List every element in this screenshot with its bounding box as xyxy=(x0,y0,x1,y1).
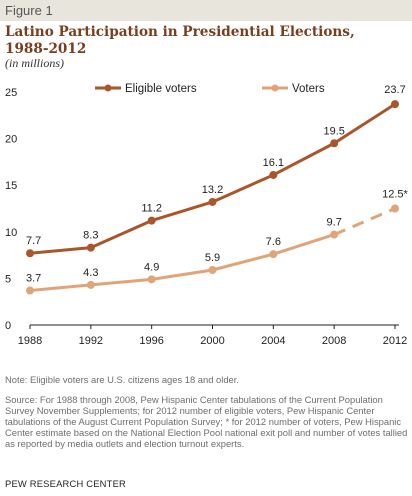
y-tick-label: 0 xyxy=(5,320,11,332)
data-point-voters xyxy=(269,250,278,259)
data-label-voters: 9.7 xyxy=(327,217,342,229)
chart-title: Latino Participation in Presidential Ele… xyxy=(5,24,405,58)
y-tick-label: 10 xyxy=(5,227,17,239)
y-tick-label: 15 xyxy=(5,180,17,192)
x-tick-label: 2000 xyxy=(200,335,224,347)
y-tick-label: 25 xyxy=(5,87,17,99)
organization-credit: PEW RESEARCH CENTER xyxy=(5,478,127,489)
series-dashed-segment-voters xyxy=(333,207,396,236)
data-point-eligible-voters xyxy=(330,139,339,148)
legend-marker xyxy=(271,84,279,92)
data-label-voters: 4.3 xyxy=(83,267,98,279)
data-point-eligible-voters xyxy=(86,243,95,252)
legend-label: Voters xyxy=(292,83,325,95)
title-line-2: 1988-2012 xyxy=(5,41,87,57)
data-label-eligible-voters: 23.7 xyxy=(384,84,405,96)
x-tick-label: 2012 xyxy=(383,335,407,347)
data-point-voters xyxy=(330,230,339,239)
x-tick-label: 2004 xyxy=(261,335,285,347)
x-tick-label: 2008 xyxy=(322,335,346,347)
chart-subtitle: (in millions) xyxy=(5,56,64,70)
data-point-eligible-voters xyxy=(208,197,217,206)
data-label-eligible-voters: 19.5 xyxy=(323,125,344,137)
x-tick-label: 1988 xyxy=(18,335,42,347)
line-chart: 0 5 10 15 20 25 1988 1992 1996 2000 2004 2008 2012 El… xyxy=(5,83,409,347)
x-tick-label: 1996 xyxy=(139,335,163,347)
data-point-voters xyxy=(26,286,34,295)
data-point-eligible-voters xyxy=(26,249,34,258)
data-label-voters: 5.9 xyxy=(205,252,220,264)
data-label-voters: 7.6 xyxy=(266,236,281,248)
x-tick-label: 1992 xyxy=(79,335,103,347)
legend-marker xyxy=(104,84,112,92)
chart-source: Source: For 1988 through 2008, Pew Hispa… xyxy=(5,394,408,449)
data-label-voters: 3.7 xyxy=(26,273,41,285)
data-label-eligible-voters: 16.1 xyxy=(263,157,284,169)
chart-note: Note: Eligible voters are U.S. citizens … xyxy=(5,374,239,385)
data-label-voters: 4.9 xyxy=(144,261,159,273)
data-point-voters xyxy=(147,275,156,284)
data-point-eligible-voters xyxy=(147,216,156,225)
data-label-voters: 12.5* xyxy=(382,189,408,201)
data-label-eligible-voters: 8.3 xyxy=(83,230,98,242)
title-line-1: Latino Participation in Presidential Ele… xyxy=(5,24,355,40)
data-point-eligible-voters xyxy=(269,170,278,179)
data-label-eligible-voters: 13.2 xyxy=(202,184,223,196)
legend-label: Eligible voters xyxy=(125,83,197,95)
data-label-eligible-voters: 11.2 xyxy=(141,203,162,215)
y-tick-label: 5 xyxy=(5,273,11,285)
data-point-voters xyxy=(208,266,217,275)
data-label-eligible-voters: 7.7 xyxy=(26,235,41,247)
series-line-voters xyxy=(29,233,335,293)
data-point-voters xyxy=(86,280,95,289)
data-point-eligible-voters xyxy=(391,100,399,109)
data-point-voters xyxy=(391,204,399,213)
y-tick-label: 20 xyxy=(5,134,17,146)
figure-label: Figure 1 xyxy=(0,0,412,21)
